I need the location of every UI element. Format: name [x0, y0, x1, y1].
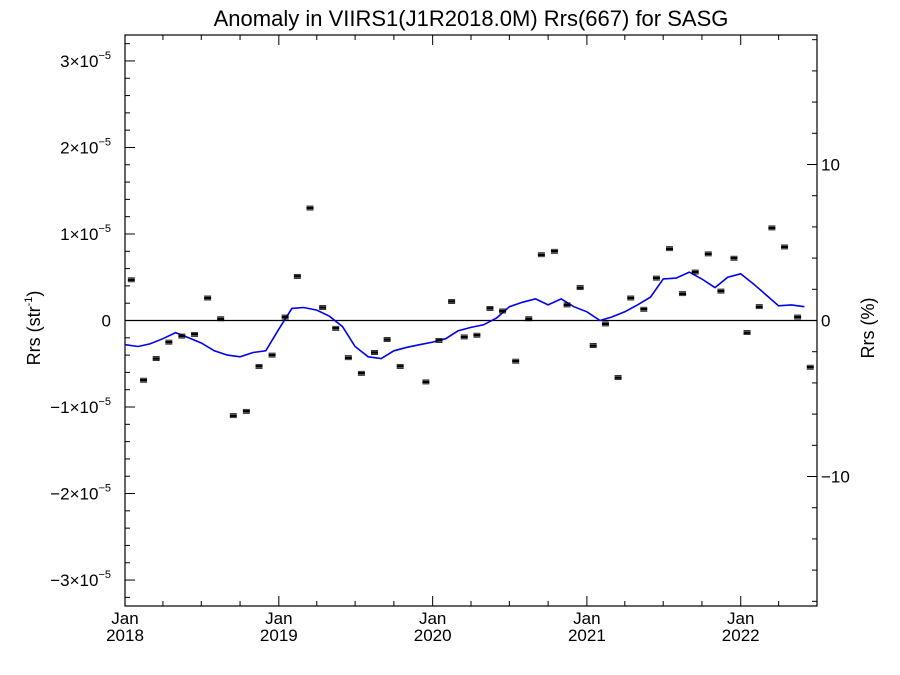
data-point	[806, 364, 814, 370]
chart-title: Anomaly in VIIRS1(J1R2018.0M) Rrs(667) f…	[214, 6, 729, 31]
data-point	[473, 332, 481, 338]
x-tick-year-label: 2021	[568, 626, 606, 645]
data-point	[255, 363, 263, 369]
x-tick-month-label: Jan	[419, 609, 446, 628]
right-tick-label: −10	[821, 468, 850, 487]
data-point	[589, 343, 597, 348]
data-point	[448, 299, 456, 304]
data-point	[268, 352, 276, 358]
data-point	[242, 408, 250, 414]
data-point	[730, 255, 738, 261]
x-tick-year-label: 2020	[414, 626, 452, 645]
data-point	[781, 244, 789, 250]
data-point	[679, 291, 687, 297]
data-point	[396, 363, 404, 369]
data-point	[576, 285, 584, 291]
data-point	[486, 305, 494, 311]
data-point	[614, 375, 622, 381]
data-point	[768, 225, 776, 231]
data-point	[665, 246, 673, 252]
x-tick-year-label: 2022	[722, 626, 760, 645]
data-point	[794, 314, 802, 320]
data-point	[627, 295, 635, 301]
data-point	[217, 316, 225, 322]
data-point	[422, 379, 430, 385]
data-point	[512, 358, 520, 364]
data-point	[229, 413, 237, 419]
left-tick-label: 3×10−5	[60, 50, 111, 71]
left-tick-label: 0	[102, 312, 111, 331]
data-point	[755, 304, 763, 310]
left-tick-label: 2×10−5	[60, 136, 111, 157]
data-point	[152, 356, 160, 361]
data-point	[306, 205, 314, 211]
data-point	[293, 273, 301, 279]
data-point	[204, 295, 212, 301]
data-point	[344, 355, 352, 361]
right-axis: 10 0 −10	[807, 39, 850, 602]
data-point	[717, 288, 725, 294]
data-point	[435, 337, 443, 343]
left-tick-label: −3×10−5	[50, 569, 111, 590]
data-point	[370, 350, 378, 355]
data-point	[178, 333, 186, 339]
data-point	[165, 339, 173, 345]
x-tick-month-label: Jan	[727, 609, 754, 628]
running-mean-line	[124, 271, 805, 360]
data-point	[704, 251, 712, 257]
data-point	[460, 334, 468, 340]
data-point	[357, 370, 365, 376]
left-tick-label: 1×10−5	[60, 223, 111, 244]
data-point	[281, 314, 289, 320]
data-point	[550, 248, 558, 254]
data-point	[537, 252, 545, 258]
data-point	[127, 277, 135, 283]
data-point	[743, 330, 751, 336]
x-tick-month-label: Jan	[573, 609, 600, 628]
x-tick-year-label: 2019	[260, 626, 298, 645]
y-axis-title-left: Rrs (str-1)	[23, 291, 44, 366]
y-axis-title-right: Rrs (%)	[858, 298, 878, 359]
left-tick-label: −1×10−5	[50, 396, 111, 417]
data-point	[499, 308, 507, 314]
series-layer	[124, 205, 814, 419]
data-point	[691, 269, 699, 275]
data-point	[601, 321, 609, 327]
data-point	[563, 302, 571, 308]
x-tick-year-label: 2018	[106, 626, 144, 645]
data-point	[140, 377, 148, 383]
data-point	[652, 275, 660, 281]
x-tick-month-label: Jan	[111, 609, 138, 628]
data-point	[640, 306, 648, 312]
data-point	[383, 337, 391, 342]
data-point	[332, 325, 340, 331]
x-tick-month-label: Jan	[265, 609, 292, 628]
left-axis: 3×10−5 2×10−5 1×10−5 0 −1×10−5 −2×10−5 −3×10−5	[50, 43, 135, 598]
left-tick-label: −2×10−5	[50, 483, 111, 504]
right-tick-label: 10	[821, 155, 840, 174]
data-point	[319, 305, 327, 310]
right-tick-label: 0	[821, 312, 830, 331]
data-point	[525, 316, 533, 322]
data-point	[191, 331, 199, 337]
